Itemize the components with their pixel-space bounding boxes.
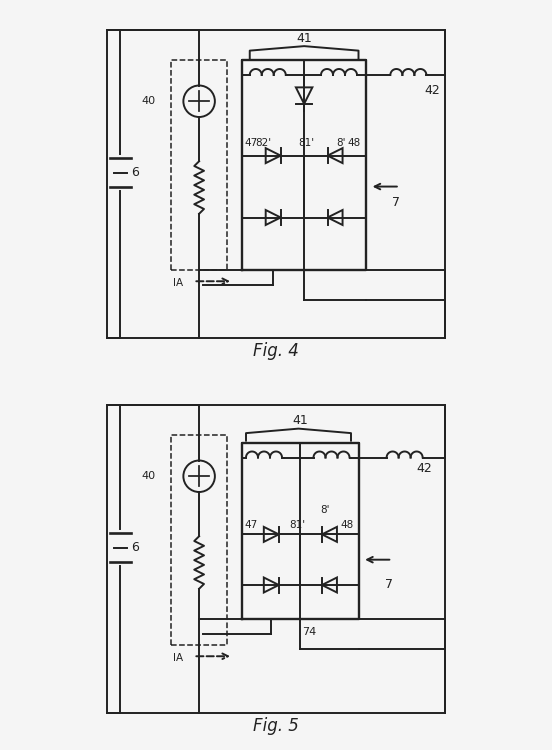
Text: 47: 47	[244, 520, 257, 530]
Text: 8': 8'	[320, 505, 330, 515]
Text: 48: 48	[341, 520, 354, 530]
Text: 82': 82'	[256, 137, 272, 148]
Text: 42: 42	[424, 83, 440, 97]
Text: IA: IA	[173, 653, 183, 663]
Text: 7: 7	[392, 196, 400, 209]
Text: 40: 40	[141, 96, 155, 106]
Text: Fig. 4: Fig. 4	[253, 342, 299, 360]
Text: 81': 81'	[299, 137, 315, 148]
Text: 8': 8'	[336, 137, 346, 148]
Text: 74: 74	[302, 627, 316, 637]
Text: 42: 42	[417, 462, 432, 476]
Text: 47: 47	[244, 137, 257, 148]
Text: 40: 40	[141, 471, 155, 482]
Text: 81': 81'	[289, 520, 305, 530]
Text: Fig. 5: Fig. 5	[253, 717, 299, 735]
Text: 41: 41	[293, 415, 308, 428]
Text: 41: 41	[296, 32, 312, 45]
Text: 7: 7	[385, 578, 393, 592]
Text: 6: 6	[131, 166, 140, 179]
Text: 48: 48	[347, 137, 360, 148]
Text: IA: IA	[173, 278, 183, 288]
Text: 6: 6	[131, 541, 140, 554]
